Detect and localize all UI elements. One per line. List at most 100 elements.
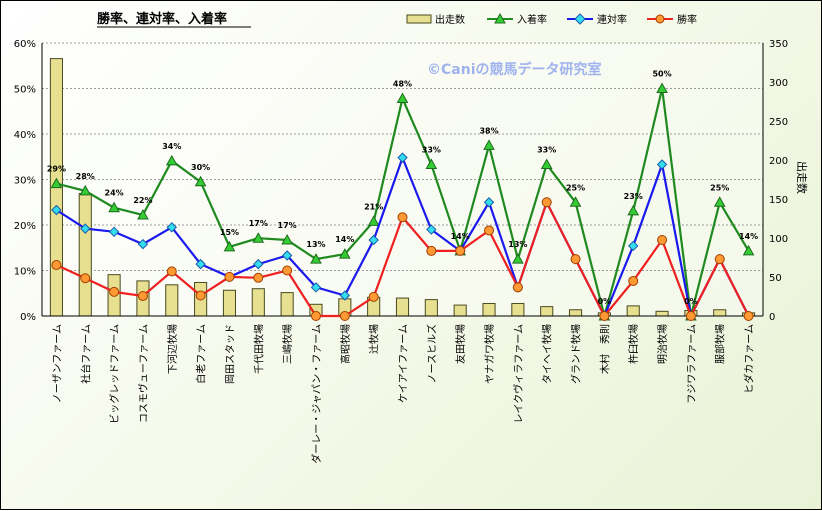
y2-tick-label: 300 bbox=[769, 78, 788, 89]
bar-runs bbox=[482, 303, 496, 317]
category-label: 辻牧場 bbox=[368, 324, 381, 354]
y-tick-label: 10% bbox=[14, 267, 36, 278]
marker-win bbox=[397, 212, 408, 223]
category-label: ケイアイファーム bbox=[398, 324, 410, 403]
bar-runs bbox=[222, 289, 237, 317]
y2-tick-label: 150 bbox=[769, 195, 788, 206]
marker-win bbox=[484, 225, 495, 236]
category-label: 下河辺牧場 bbox=[166, 324, 179, 374]
marker-place bbox=[656, 82, 668, 93]
marker-quinella bbox=[339, 290, 351, 301]
bar-runs bbox=[568, 309, 583, 317]
category-label: 木村 秀則 bbox=[598, 324, 611, 374]
category-label: 杵臼牧場 bbox=[627, 324, 640, 364]
marker-place bbox=[396, 92, 409, 104]
marker-win bbox=[195, 290, 206, 301]
bar-runs bbox=[453, 304, 467, 317]
marker-win bbox=[426, 245, 437, 256]
data-label-place: 25% bbox=[710, 183, 729, 192]
marker-win bbox=[714, 254, 725, 265]
data-label-place: 30% bbox=[191, 163, 210, 172]
category-label: ノーザンファーム bbox=[51, 324, 63, 403]
data-label-place: 50% bbox=[652, 70, 671, 79]
marker-win bbox=[628, 275, 639, 286]
marker-quinella bbox=[310, 282, 322, 293]
bar-runs bbox=[165, 284, 179, 317]
data-label-place: 0% bbox=[684, 297, 698, 306]
legend-marker-win bbox=[655, 14, 665, 24]
axes bbox=[41, 43, 764, 317]
data-labels: 29% 28% 24% 22% 34% 30% 15% 17% 17% 13% 14% 21% 48% 3… bbox=[47, 70, 758, 307]
marker-place bbox=[713, 196, 726, 207]
marker-win bbox=[137, 290, 148, 301]
legend-label-runs: 出走数 bbox=[435, 13, 465, 26]
bar-runs bbox=[655, 310, 669, 317]
marker-quinella bbox=[51, 204, 62, 216]
marker-win bbox=[224, 271, 235, 282]
y2-tick-label: 250 bbox=[769, 117, 788, 128]
marker-win bbox=[541, 197, 552, 208]
marker-win bbox=[512, 282, 523, 293]
marker-quinella bbox=[108, 226, 120, 238]
y-tick-label: 50% bbox=[14, 85, 36, 96]
legend-marker-quinella bbox=[574, 13, 586, 25]
y-tick-label: 30% bbox=[14, 176, 36, 187]
marker-quinella bbox=[368, 234, 379, 246]
legend-marker-place bbox=[494, 12, 506, 24]
marker-win bbox=[599, 311, 610, 321]
y2-tick-label: 200 bbox=[769, 156, 788, 167]
y2-tick-label: 50 bbox=[769, 273, 782, 284]
marker-place bbox=[165, 154, 178, 166]
y2-axis-title: 出走数 bbox=[795, 161, 809, 194]
data-label-place: 13% bbox=[306, 240, 325, 249]
data-label-place: 28% bbox=[76, 172, 95, 181]
legend: 出走数 入着率 連対率 勝率 bbox=[406, 12, 697, 26]
marker-quinella bbox=[195, 258, 206, 270]
marker-place bbox=[252, 232, 265, 243]
chart-title: 勝率、連対率、入着率 bbox=[97, 11, 227, 27]
data-label-place: 22% bbox=[133, 196, 152, 205]
marker-place bbox=[137, 208, 149, 220]
marker-place bbox=[223, 240, 236, 252]
watermark: ©Caniの競馬データ研究室 bbox=[427, 61, 602, 78]
category-label: 服部牧場 bbox=[714, 324, 727, 364]
legend-label-quinella: 連対率 bbox=[597, 13, 627, 26]
y2-tick-label: 100 bbox=[769, 234, 788, 245]
y2-tick-label: 350 bbox=[769, 39, 788, 50]
bars-runs bbox=[49, 58, 756, 317]
y-tick-label: 40% bbox=[14, 130, 36, 141]
bar-runs bbox=[511, 303, 525, 317]
category-label: コスモヴューファーム bbox=[137, 324, 150, 423]
marker-place bbox=[627, 204, 640, 216]
marker-quinella bbox=[80, 223, 91, 234]
bar-runs bbox=[540, 306, 554, 317]
category-label: 白老ファーム bbox=[195, 324, 208, 384]
bar-runs bbox=[280, 292, 294, 317]
data-label-place: 34% bbox=[162, 142, 181, 151]
category-label: 明治牧場 bbox=[656, 324, 669, 364]
y2-tick-label: 0 bbox=[769, 312, 775, 323]
data-label-place: 29% bbox=[47, 165, 66, 174]
bar-runs bbox=[713, 309, 727, 317]
marker-place bbox=[569, 196, 582, 207]
legend-swatch-runs bbox=[406, 14, 432, 24]
series-lines bbox=[50, 82, 755, 322]
marker-quinella bbox=[137, 238, 149, 250]
marker-place bbox=[512, 253, 524, 264]
data-label-place: 33% bbox=[537, 145, 556, 154]
data-label-place: 24% bbox=[105, 189, 124, 198]
marker-place bbox=[50, 177, 63, 189]
category-label: ノースヒルズ bbox=[425, 324, 438, 384]
marker-win bbox=[570, 254, 581, 265]
category-label: ビッグレッドファーム bbox=[108, 324, 121, 424]
category-label: ダーレー・ジャパン・ファーム bbox=[310, 324, 323, 464]
data-label-place: 17% bbox=[278, 221, 297, 230]
y-tick-label: 0% bbox=[20, 312, 36, 323]
marker-quinella bbox=[656, 159, 668, 170]
data-label-place: 33% bbox=[422, 145, 441, 154]
data-label-place: 14% bbox=[739, 232, 758, 241]
category-label: 友田牧場 bbox=[454, 324, 467, 364]
marker-win bbox=[310, 311, 321, 321]
marker-quinella bbox=[426, 224, 437, 235]
data-label-place: 48% bbox=[393, 80, 412, 89]
